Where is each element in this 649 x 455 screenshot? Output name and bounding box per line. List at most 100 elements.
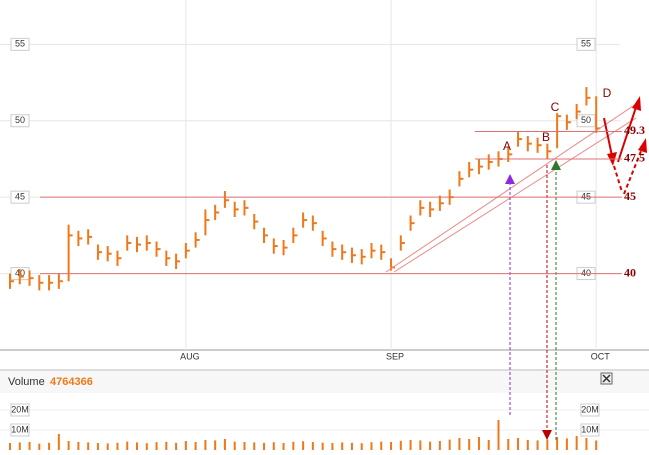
volume-bar [292, 441, 295, 450]
tick-box [576, 37, 596, 51]
arrowhead [542, 430, 552, 440]
y-tick-label: 45 [581, 192, 591, 202]
volume-bar [282, 443, 285, 450]
volume-bar [57, 434, 60, 450]
volume-bar [507, 439, 510, 450]
x-tick-label: AUG [180, 351, 200, 361]
volume-bar [77, 442, 80, 450]
y-tick-label: 55 [581, 39, 591, 49]
volume-bar [370, 442, 373, 450]
annotations: 49.3 47.5 45 40 A B C D [40, 86, 647, 440]
y-tick-label: 40 [581, 268, 591, 278]
volume-bar [360, 443, 363, 450]
trend-line [385, 103, 637, 273]
x-tick-label: SEP [386, 351, 404, 361]
volume-bar [165, 441, 168, 450]
volume-bar [223, 439, 226, 450]
volume-bar [116, 442, 119, 450]
volume-bar [429, 441, 432, 450]
volume-bar [272, 442, 275, 450]
volume-bar [536, 440, 539, 450]
volume-bar [175, 442, 178, 450]
volume-bar [331, 443, 334, 450]
y-tick-label: 50 [581, 115, 591, 125]
y-tick-label: 20M [11, 404, 29, 414]
level-label: 40 [624, 265, 636, 279]
level-label: 45 [624, 189, 636, 203]
volume-bar [575, 436, 578, 450]
volume-bar [106, 443, 109, 450]
volume-last: 4764366 [50, 376, 93, 388]
volume-bar [9, 443, 11, 450]
volume-bar [458, 438, 461, 450]
volume-bar [448, 439, 451, 450]
trend-line [393, 117, 637, 273]
volume-bar [468, 439, 471, 450]
volume-bar [565, 438, 568, 450]
volume-bar [155, 442, 158, 450]
volume-bar [497, 420, 500, 450]
volume-bar [487, 440, 490, 450]
volume-bar [321, 442, 324, 450]
arrowhead [505, 174, 515, 184]
y-tick-label: 50 [15, 115, 25, 125]
volume-bar [214, 440, 217, 450]
arrow [603, 117, 613, 157]
level-label: 49.3 [624, 123, 645, 137]
annotation: A [503, 139, 511, 153]
x-tick-label: OCT [591, 351, 611, 361]
arrowhead [638, 138, 647, 153]
volume-bar [350, 442, 353, 450]
arrowhead [551, 160, 561, 170]
close-button[interactable] [600, 372, 613, 385]
tick-box [10, 403, 30, 417]
arrow [623, 145, 644, 195]
volume-bar [96, 443, 99, 450]
volume-bar [253, 442, 256, 450]
tick-box [10, 423, 30, 437]
volume-bar [556, 437, 559, 450]
volume-title: Volume [8, 376, 45, 388]
volume-bar [390, 442, 393, 450]
y-tick-label: 55 [15, 39, 25, 49]
volume-bar [477, 437, 480, 450]
volume-bar [18, 442, 21, 450]
volume-bar [136, 442, 139, 450]
tick-box [10, 114, 30, 128]
arrow [617, 103, 638, 163]
tick-box [580, 403, 600, 417]
volume-bar [126, 441, 129, 450]
arrowhead [632, 96, 641, 111]
y-tick-label: 10M [581, 424, 599, 434]
volume-bar [419, 440, 422, 450]
annotation: D [603, 86, 612, 100]
volume-bar [302, 441, 305, 450]
volume-bar [399, 440, 402, 450]
volume-bar [263, 442, 266, 450]
volume-bar [48, 442, 51, 450]
tick-box [576, 114, 596, 128]
volume-bar [233, 441, 236, 450]
volume-bar [517, 438, 520, 450]
volume-bar [438, 441, 441, 450]
volume-bar [145, 443, 148, 450]
volume-bar [546, 439, 549, 450]
volume-bar [204, 440, 207, 450]
y-tick-label: 20M [581, 404, 599, 414]
volume-bar [409, 440, 412, 450]
annotation: B [542, 130, 550, 144]
volume-bar [87, 442, 90, 450]
annotation: C [551, 100, 560, 114]
arrow [613, 165, 623, 193]
volume-bar [243, 442, 246, 450]
volume-bar [341, 442, 344, 450]
volume-bar [526, 440, 529, 450]
volume-bar [184, 441, 187, 450]
level-label: 47.5 [624, 151, 645, 165]
volume-bar [585, 438, 588, 450]
tick-box [10, 37, 30, 51]
volume-bar [67, 441, 70, 450]
volume-bar [380, 441, 383, 450]
y-tick-label: 45 [15, 192, 25, 202]
